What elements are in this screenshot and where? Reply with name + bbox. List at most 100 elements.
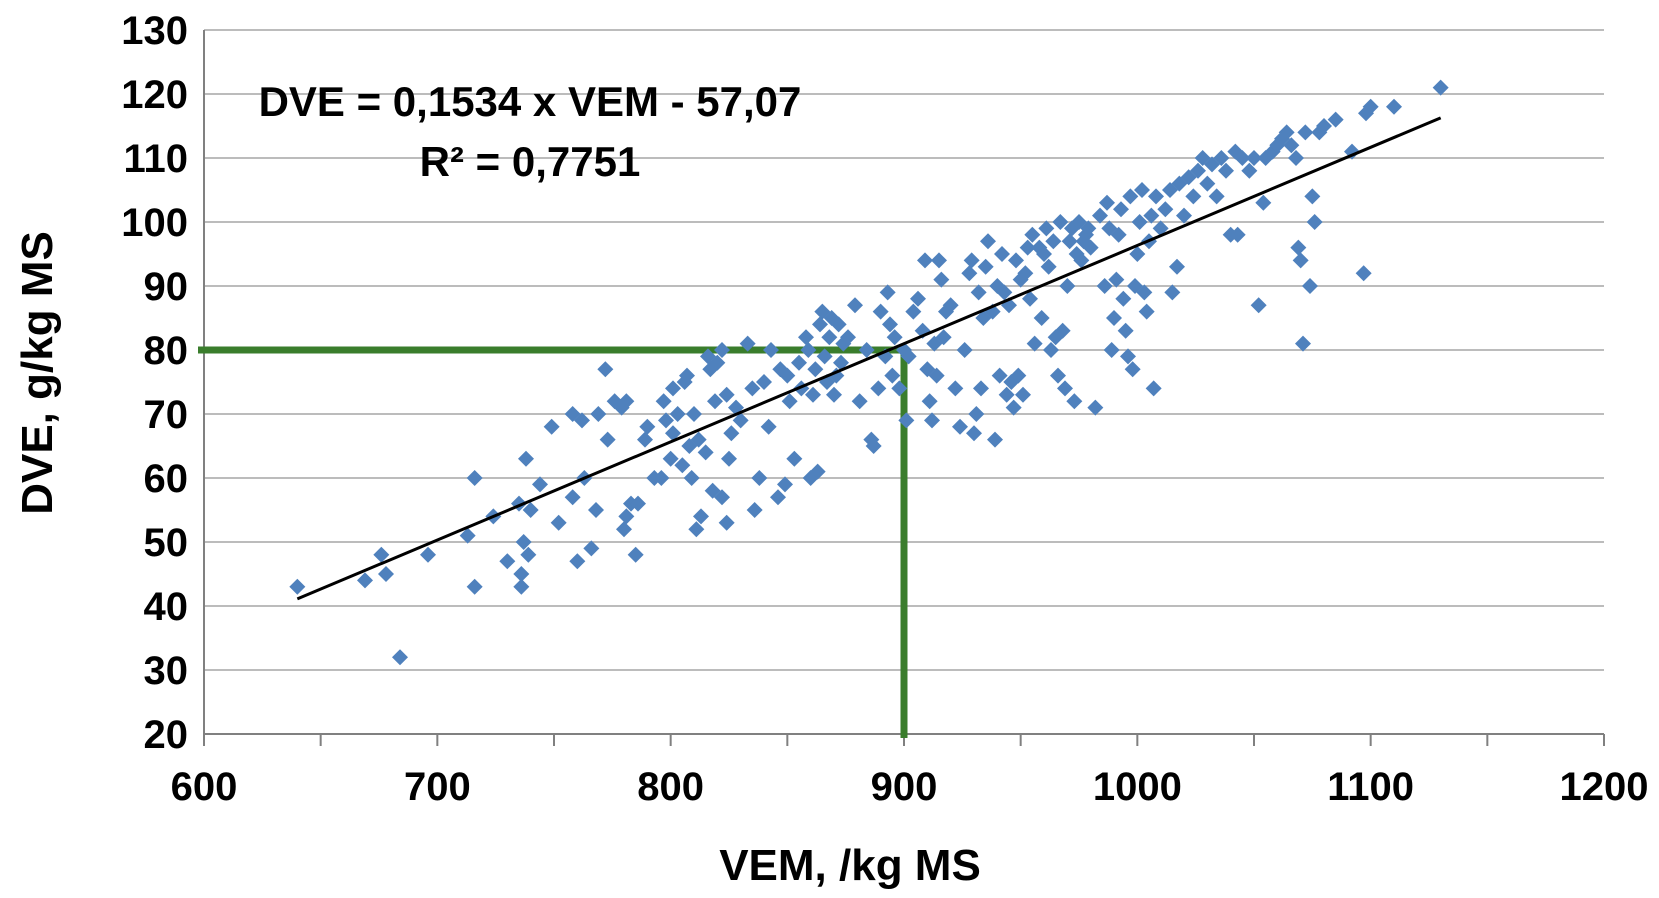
data-point — [627, 546, 644, 563]
data-point — [968, 406, 985, 422]
data-point — [744, 380, 761, 397]
data-point — [996, 284, 1013, 301]
data-point — [980, 233, 996, 250]
data-point — [1278, 124, 1295, 141]
trend-layer — [296, 116, 1442, 601]
data-point — [1297, 124, 1314, 141]
data-point — [1050, 367, 1066, 384]
data-point — [1134, 182, 1150, 198]
data-point — [1061, 233, 1078, 250]
data-point — [1036, 246, 1052, 262]
data-point — [1176, 207, 1192, 224]
data-point — [1040, 258, 1057, 275]
data-point — [1432, 79, 1449, 96]
data-point — [1157, 201, 1174, 218]
data-point — [1218, 162, 1234, 179]
data-point — [515, 534, 532, 550]
data-point — [1113, 201, 1129, 218]
data-point — [812, 316, 828, 333]
data-point — [1099, 194, 1115, 211]
data-point — [574, 412, 590, 429]
data-point — [1304, 188, 1321, 205]
data-point — [1190, 162, 1206, 179]
data-point — [550, 514, 567, 531]
data-point — [900, 348, 917, 365]
data-point — [1241, 162, 1258, 179]
x-tick-label: 700 — [404, 765, 471, 809]
trendline — [296, 116, 1442, 601]
data-point — [1057, 380, 1073, 397]
data-point — [1005, 399, 1022, 416]
data-point — [779, 367, 796, 384]
data-point — [770, 489, 786, 506]
data-point — [669, 406, 686, 422]
trendline-equation: DVE = 0,1534 x VEM - 57,07 — [259, 78, 802, 125]
x-tick-label: 900 — [871, 765, 938, 809]
data-point — [1082, 239, 1099, 256]
data-point — [851, 393, 868, 410]
data-point — [956, 342, 973, 358]
data-point — [1115, 290, 1132, 307]
data-point — [1250, 297, 1267, 314]
data-point — [994, 246, 1010, 262]
data-point — [599, 431, 616, 448]
data-point — [1120, 348, 1136, 365]
x-axis-title: VEM, /kg MS — [719, 841, 981, 890]
data-point — [1302, 278, 1318, 294]
data-point — [674, 457, 691, 474]
data-point — [751, 470, 768, 486]
data-point — [588, 502, 604, 518]
data-point — [662, 450, 679, 467]
data-point — [1096, 278, 1113, 294]
data-point — [1129, 246, 1146, 262]
data-point — [616, 521, 632, 538]
y-axis-title: DVE, g/kg MS — [13, 231, 62, 515]
data-point — [1131, 214, 1148, 230]
data-point — [420, 546, 436, 563]
data-point — [459, 527, 476, 544]
data-point — [816, 348, 833, 365]
data-point — [532, 476, 548, 493]
x-tick-label: 1100 — [1327, 765, 1414, 809]
data-point — [1306, 214, 1323, 230]
data-point — [1283, 137, 1300, 154]
data-point — [977, 258, 994, 275]
data-point — [1246, 150, 1262, 166]
data-point — [865, 438, 882, 454]
y-tick-label: 70 — [144, 393, 189, 437]
data-point — [1017, 265, 1034, 282]
y-tick-label: 130 — [121, 9, 188, 53]
data-point — [690, 431, 707, 448]
data-point — [513, 578, 530, 595]
data-point — [924, 412, 940, 429]
data-point — [618, 393, 635, 410]
data-point — [583, 540, 600, 557]
data-point — [1015, 386, 1031, 403]
data-point — [709, 354, 726, 371]
data-point — [1073, 252, 1090, 269]
data-point — [732, 412, 749, 429]
data-point — [763, 342, 779, 358]
data-point — [714, 342, 730, 358]
data-point — [847, 297, 863, 314]
data-point — [833, 354, 849, 371]
data-point — [952, 418, 968, 435]
data-point — [966, 425, 982, 442]
data-point — [1026, 335, 1043, 352]
data-point — [392, 649, 408, 666]
data-point — [1045, 233, 1062, 250]
data-point — [882, 316, 898, 333]
data-point — [800, 342, 817, 358]
data-point — [1106, 310, 1122, 326]
data-point — [781, 393, 798, 410]
data-point — [870, 380, 887, 397]
axis-layer: 20 30 40 50 60 70 80 90 100 110 120 130 600 700 800 900… — [121, 9, 1648, 809]
data-point — [1316, 118, 1332, 134]
data-point — [1143, 207, 1160, 224]
data-point — [1117, 322, 1134, 339]
data-point — [597, 361, 614, 378]
data-point — [1311, 124, 1328, 141]
data-point — [826, 386, 842, 403]
data-point — [637, 431, 653, 448]
